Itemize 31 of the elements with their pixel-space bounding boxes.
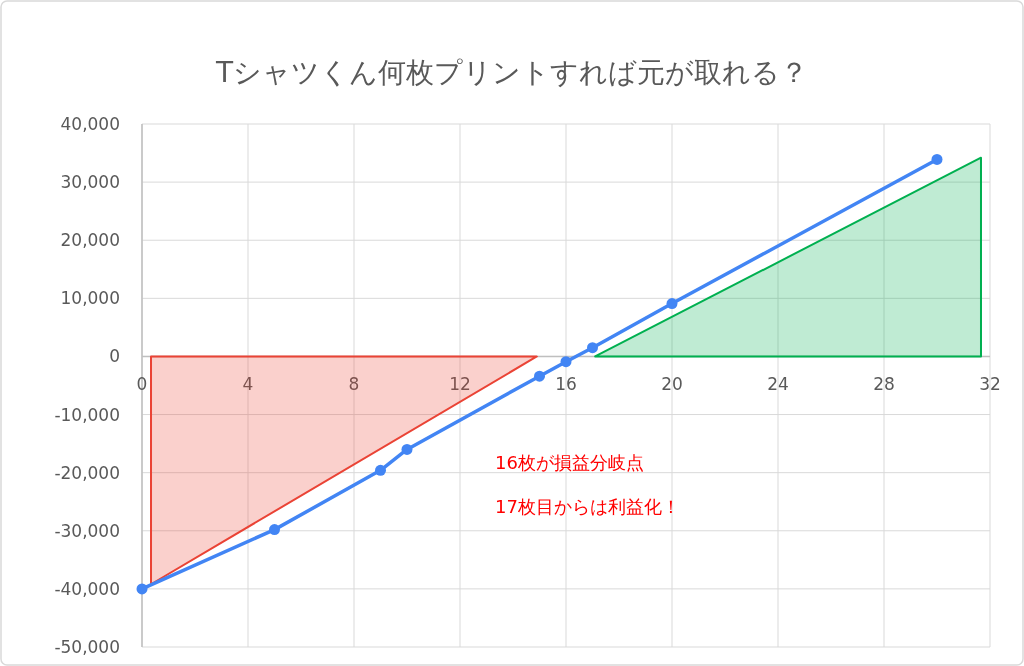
x-tick-label: 16 xyxy=(555,374,577,395)
x-tick-label: 0 xyxy=(136,374,148,395)
point xyxy=(666,298,678,310)
point xyxy=(401,443,413,455)
point xyxy=(560,356,572,368)
x-tick-label: 20 xyxy=(661,374,683,395)
y-tick-label: 30,000 xyxy=(60,172,120,193)
y-tick-label: 40,000 xyxy=(60,114,120,134)
y-tick-label: 10,000 xyxy=(60,288,120,309)
y-tick-label: -10,000 xyxy=(54,404,120,425)
x-tick-label: 32 xyxy=(979,374,1001,395)
point xyxy=(375,464,386,476)
point xyxy=(931,153,943,165)
point xyxy=(587,342,598,354)
y-tick-label: -50,000 xyxy=(54,637,120,657)
point xyxy=(269,524,280,536)
x-tick-label: 8 xyxy=(348,374,360,395)
y-tick-label: -30,000 xyxy=(54,520,120,541)
annotation: 17枚目からは利益化！ xyxy=(495,496,680,517)
chart-title: Tシャツくん何枚プリントすれば元が取れる？ xyxy=(214,56,809,89)
x-tick-label: 24 xyxy=(767,374,789,395)
annotation: 16枚が損益分岐点 xyxy=(495,452,644,473)
point xyxy=(136,583,148,595)
y-tick-label: -40,000 xyxy=(54,578,120,599)
x-tick-label: 4 xyxy=(242,374,254,395)
x-tick-label: 12 xyxy=(449,374,471,395)
y-tick-label: -20,000 xyxy=(54,462,120,483)
y-tick-label: 20,000 xyxy=(60,230,120,251)
x-tick-label: 28 xyxy=(873,374,895,395)
point xyxy=(534,370,545,382)
y-tick-label: 0 xyxy=(109,346,120,367)
